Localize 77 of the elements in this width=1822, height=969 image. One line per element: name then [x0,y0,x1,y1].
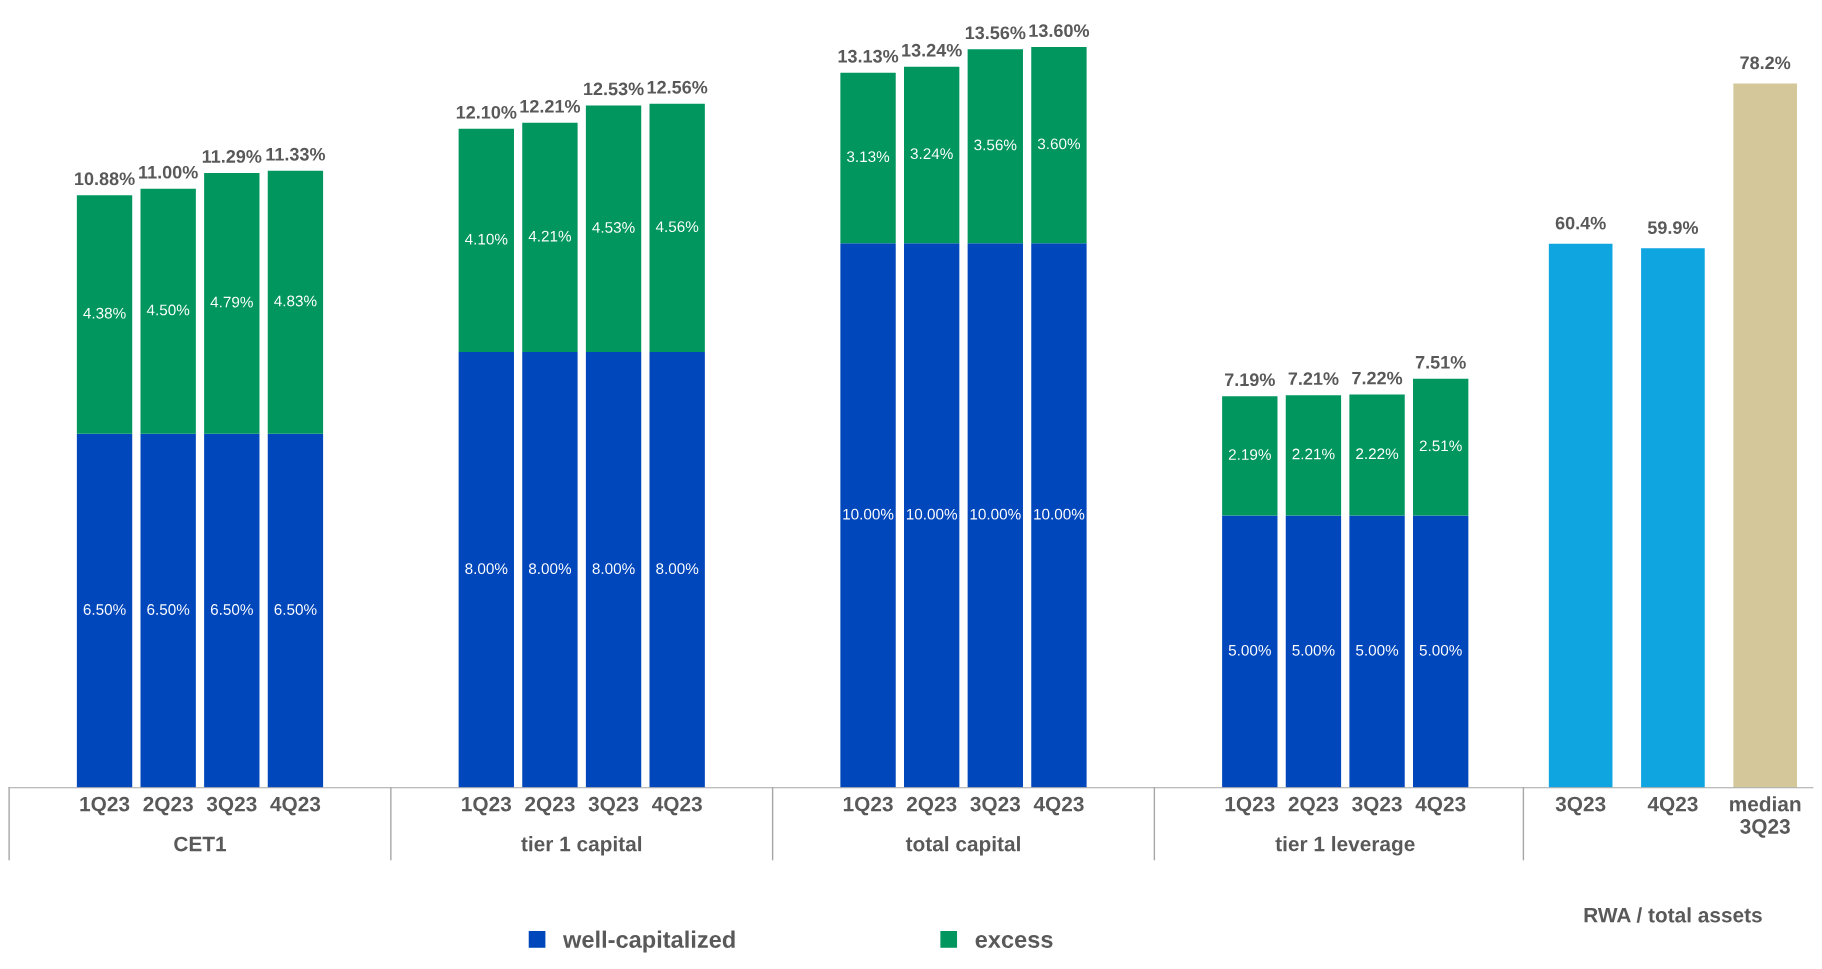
x-tick-label: 3Q23 [206,796,257,816]
total-label: 13.13% [838,49,899,63]
total-label: 11.33% [266,147,326,161]
data-label: 5.00% [1228,644,1271,656]
total-label: 11.00% [139,165,198,179]
x-tick-label: 2Q23 [525,796,575,816]
data-label: 2.51% [1419,440,1462,452]
data-label: 3.24% [910,148,953,160]
x-tick-label: 3Q23 [588,796,639,816]
data-label: 6.50% [83,604,126,615]
text: CET1 [174,836,227,852]
legend-label: well-capitalized [562,930,735,953]
data-label: 6.50% [147,604,190,615]
x-tick-label: 1Q23 [462,796,512,816]
data-label: 3.56% [974,139,1017,151]
total-label: 12.53% [584,82,644,96]
x-tick-label: 2Q23 [906,796,957,816]
text: tier 1 capital [521,836,642,856]
total-label: 12.21% [520,99,581,113]
data-label: 2.22% [1356,448,1399,460]
text: RWA / total assets [1584,907,1762,923]
legend-label: excess [975,934,1053,948]
data-label: 60.4% [1555,216,1606,230]
data-label: 5.00% [1356,644,1399,656]
x-tick-label: 3Q23 [1352,796,1402,816]
x-tick-label: 4Q23 [270,796,321,816]
x-tick-label: 3Q23 [970,796,1021,816]
data-label: 8.00% [465,563,508,575]
data-label: 4.53% [592,222,635,233]
x-tick-label: 3Q23 [1555,796,1606,816]
x-tick-label: 1Q23 [843,796,893,816]
data-label: 10.00% [906,508,958,520]
data-label: 6.50% [210,604,253,615]
x-tick-label: 4Q23 [1647,796,1698,816]
x-tick-label: 2Q23 [1288,796,1339,816]
data-label: 4.83% [274,295,317,307]
x-tick-label: 4Q23 [1033,796,1084,816]
data-label: 6.50% [274,604,317,615]
total-label: 13.24% [902,43,962,57]
text: tier 1 leverage [1275,836,1415,856]
data-label: 8.00% [656,563,699,575]
data-label: 2.19% [1228,449,1271,460]
x-tick-label: 1Q23 [1225,796,1275,816]
total-label: 7.19% [1224,373,1275,387]
total-label: 12.56% [647,80,708,94]
data-label: 78.2% [1740,56,1791,70]
total-label: 13.56% [965,26,1026,40]
data-label: 5.00% [1292,644,1335,656]
x-tick-label: 4Q23 [1415,796,1466,816]
total-label: 7.21% [1288,372,1339,385]
x-tick-label: 4Q23 [652,796,702,816]
data-label: 8.00% [528,563,572,575]
data-label: 4.50% [146,304,190,316]
x-tick-label: 2Q23 [143,796,193,816]
data-label: 10.00% [970,508,1021,520]
data-label: 59.9% [1647,221,1699,234]
data-label: 3.13% [846,151,890,163]
data-label: 10.00% [843,508,894,520]
data-label: 8.00% [592,563,635,575]
total-label: 11.29% [202,150,262,163]
data-label: 5.00% [1419,644,1462,656]
data-label: 3.60% [1037,138,1081,150]
total-label: 7.22% [1352,371,1403,385]
data-label: 10.00% [1034,508,1085,520]
total-label: 12.10% [456,105,517,119]
data-label: 2.21% [1292,448,1335,460]
x-tick-label: median 3Q23 [1730,796,1801,838]
text: total capital [905,836,1020,856]
data-label: 4.38% [83,307,126,319]
data-label: 4.10% [464,233,508,245]
total-label: 10.88% [75,172,135,186]
data-label: 4.21% [528,230,572,242]
data-label: 4.56% [655,221,699,233]
total-label: 7.51% [1415,355,1466,369]
data-label: 4.79% [210,296,253,308]
x-tick-label: 1Q23 [80,796,130,816]
total-label: 13.60% [1029,24,1090,38]
